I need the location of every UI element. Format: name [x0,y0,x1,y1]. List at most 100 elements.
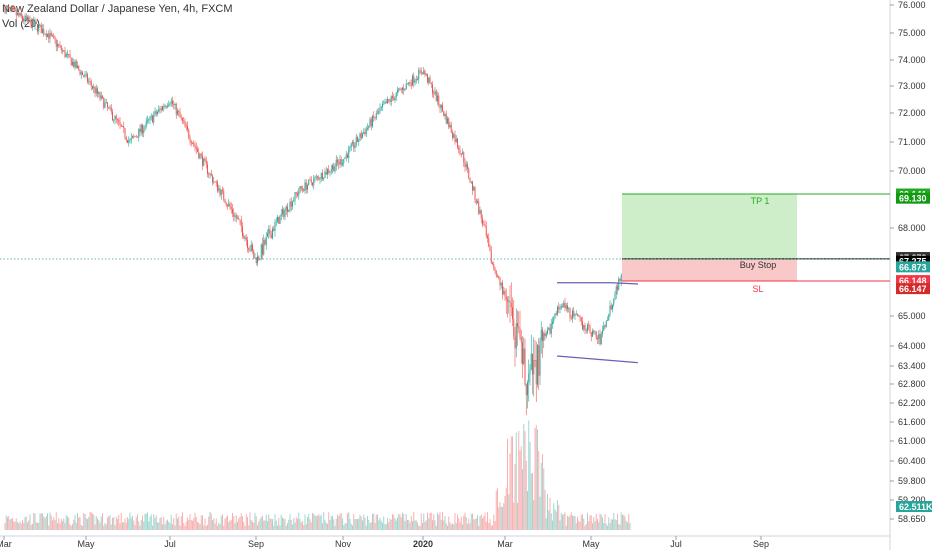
volume-bar [350,523,352,530]
candle-body [388,99,390,101]
x-tick-label: May [77,539,95,549]
candle-body [493,264,495,268]
candle-body [213,181,215,183]
volume-bar [508,494,510,530]
candle-body [347,154,348,159]
volume-bar [307,516,308,530]
candle-body [552,321,553,324]
candle-body [190,141,192,144]
volume-bar [324,520,326,530]
volume-bar [15,518,17,530]
volume-bar [605,523,607,530]
candle-body [199,154,201,159]
volume-bar [227,515,228,530]
candle-body [30,19,32,28]
volume-bar [244,525,246,530]
volume-bar [132,515,133,530]
volume-bar [233,516,235,530]
volume-bar [374,523,376,530]
volume-bar [503,503,505,530]
candle-body [299,186,301,193]
candle-body [202,155,203,166]
candle-body [67,54,68,55]
candle-body [240,220,242,227]
candle-body [469,177,471,182]
volume-bar [75,522,77,530]
volume-bar [80,524,82,530]
volume-bar [250,520,252,530]
candle-body [450,125,452,133]
volume-bar [102,513,103,530]
candle-body [509,300,511,303]
volume-bar [352,525,353,530]
candle-body [195,146,197,150]
candle-body [295,192,297,194]
volume-bar [440,519,442,530]
candle-body [5,6,7,13]
volume-tag-bg [896,501,932,512]
candle-body [125,137,127,140]
volume-bar [415,520,417,530]
candle-body [148,119,150,121]
candle-body [442,105,443,111]
candle-body [47,33,48,37]
candle-body [325,171,327,175]
volume-bar [473,519,475,530]
candle-body [265,236,267,245]
volume-bar [329,520,331,530]
volume-bar [93,514,95,530]
volume-bar [9,519,11,530]
volume-bar [97,518,98,530]
candle-body [18,13,20,16]
candle-body [508,300,510,302]
volume-bar [308,513,310,530]
volume-bar [507,438,508,530]
candle-body [218,188,220,191]
volume-bar [50,515,52,530]
candle-body [482,218,483,225]
volume-bar [542,454,543,530]
volume-bar [163,516,165,530]
volume-bar [129,512,131,530]
candle-body [59,45,61,47]
volume-bar [555,511,557,530]
candle-body [594,332,596,334]
candle-body [162,106,163,111]
candle-body [284,210,286,217]
candle-body [433,93,435,95]
candle-body [398,88,400,91]
candle-body [307,185,308,190]
volume-bar [332,515,333,530]
candle-body [237,218,238,220]
candle-body [559,308,561,310]
candle-body [27,16,28,20]
volume-bar [495,490,497,530]
volume-bar [533,499,535,530]
volume-bar [259,518,261,530]
candle-body [50,32,52,36]
volume-bar [417,522,418,530]
candle-body [397,90,398,93]
volume-bar [333,519,335,530]
volume-bar [245,514,247,530]
volume-bar [43,516,45,530]
volume-bar [432,520,433,530]
volume-bar [98,519,100,530]
volume-bar [23,522,25,530]
volume-bar [123,522,125,530]
volume-bar [230,520,232,530]
candle-body [447,118,448,124]
volume-bar [575,523,577,530]
candle-body [217,181,218,191]
volume-bar [63,518,65,530]
volume-bar [593,517,595,530]
candle-body [215,181,217,183]
candle-body [570,317,572,319]
candle-body [572,310,573,319]
candle-body [188,129,190,138]
candle-body [13,8,15,9]
volume-bar [264,520,266,530]
volume-bar [205,525,207,530]
volume-bar [133,520,135,530]
